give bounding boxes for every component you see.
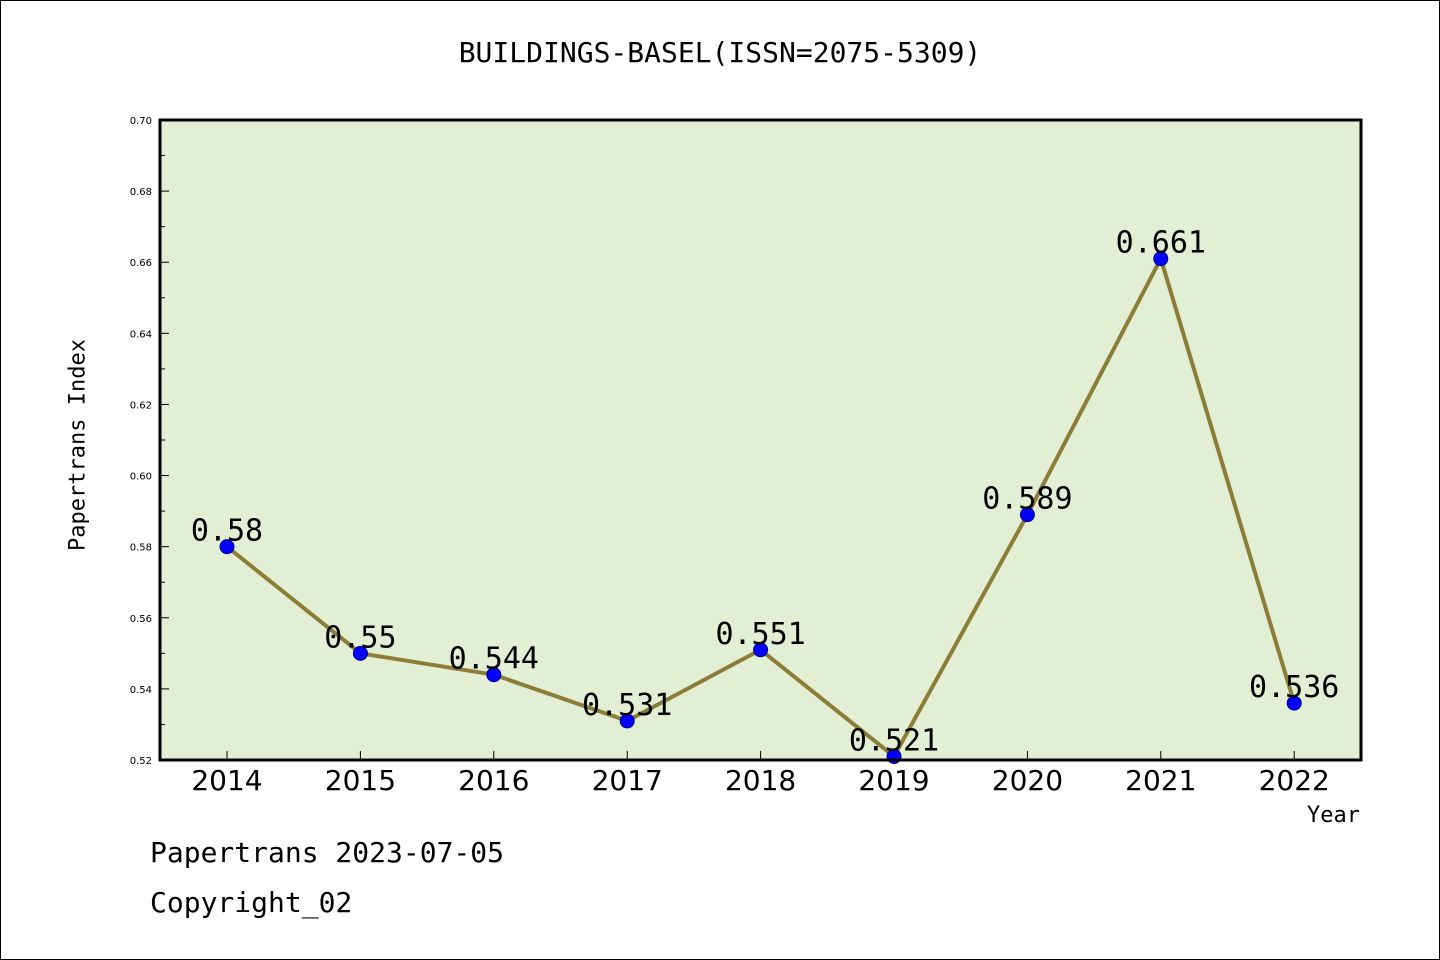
footer-copyright: Copyright_02 (150, 886, 353, 919)
x-tick-label: 2018 (725, 764, 796, 797)
data-point (753, 642, 769, 658)
chart-title: BUILDINGS-BASEL(ISSN=2075-5309) (458, 36, 982, 69)
data-label: 0.531 (582, 688, 672, 723)
y-tick-label: 0.58 (130, 543, 152, 554)
x-tick-label: 2020 (992, 764, 1063, 797)
x-tick-label: 2019 (858, 764, 929, 797)
y-tick-label: 0.70 (130, 116, 152, 127)
x-tick-label: 2016 (458, 764, 529, 797)
plot-area (160, 120, 1361, 760)
data-label: 0.521 (849, 723, 939, 758)
y-tick-label: 0.56 (130, 614, 152, 625)
data-label: 0.536 (1249, 670, 1339, 705)
data-label: 0.55 (324, 620, 396, 655)
data-label: 0.551 (715, 617, 805, 652)
data-label: 0.58 (191, 514, 263, 549)
x-tick-label: 2021 (1125, 764, 1196, 797)
data-point (619, 713, 635, 729)
data-label: 0.661 (1116, 226, 1206, 261)
footer-date: Papertrans 2023-07-05 (150, 836, 505, 869)
y-tick-label: 0.64 (130, 329, 152, 340)
plot-border (158, 118, 1363, 762)
data-point (1019, 507, 1035, 523)
x-tick-label: 2017 (592, 764, 663, 797)
data-label: 0.544 (449, 642, 539, 677)
y-tick-label: 0.66 (130, 258, 152, 269)
data-point (1153, 251, 1169, 267)
data-point (1286, 695, 1302, 711)
data-point (486, 667, 502, 683)
data-label: 0.589 (982, 482, 1072, 517)
y-tick-label: 0.62 (130, 400, 152, 411)
data-point (352, 645, 368, 661)
y-tick-label: 0.52 (130, 756, 152, 767)
x-tick-label: 2014 (191, 764, 262, 797)
x-axis-label: Year (1307, 803, 1360, 828)
y-tick-label: 0.54 (130, 685, 152, 696)
data-point (219, 539, 235, 555)
x-tick-label: 2015 (325, 764, 396, 797)
y-tick-label: 0.68 (130, 187, 152, 198)
y-tick-label: 0.60 (130, 472, 152, 483)
x-tick-label: 2022 (1259, 764, 1330, 797)
